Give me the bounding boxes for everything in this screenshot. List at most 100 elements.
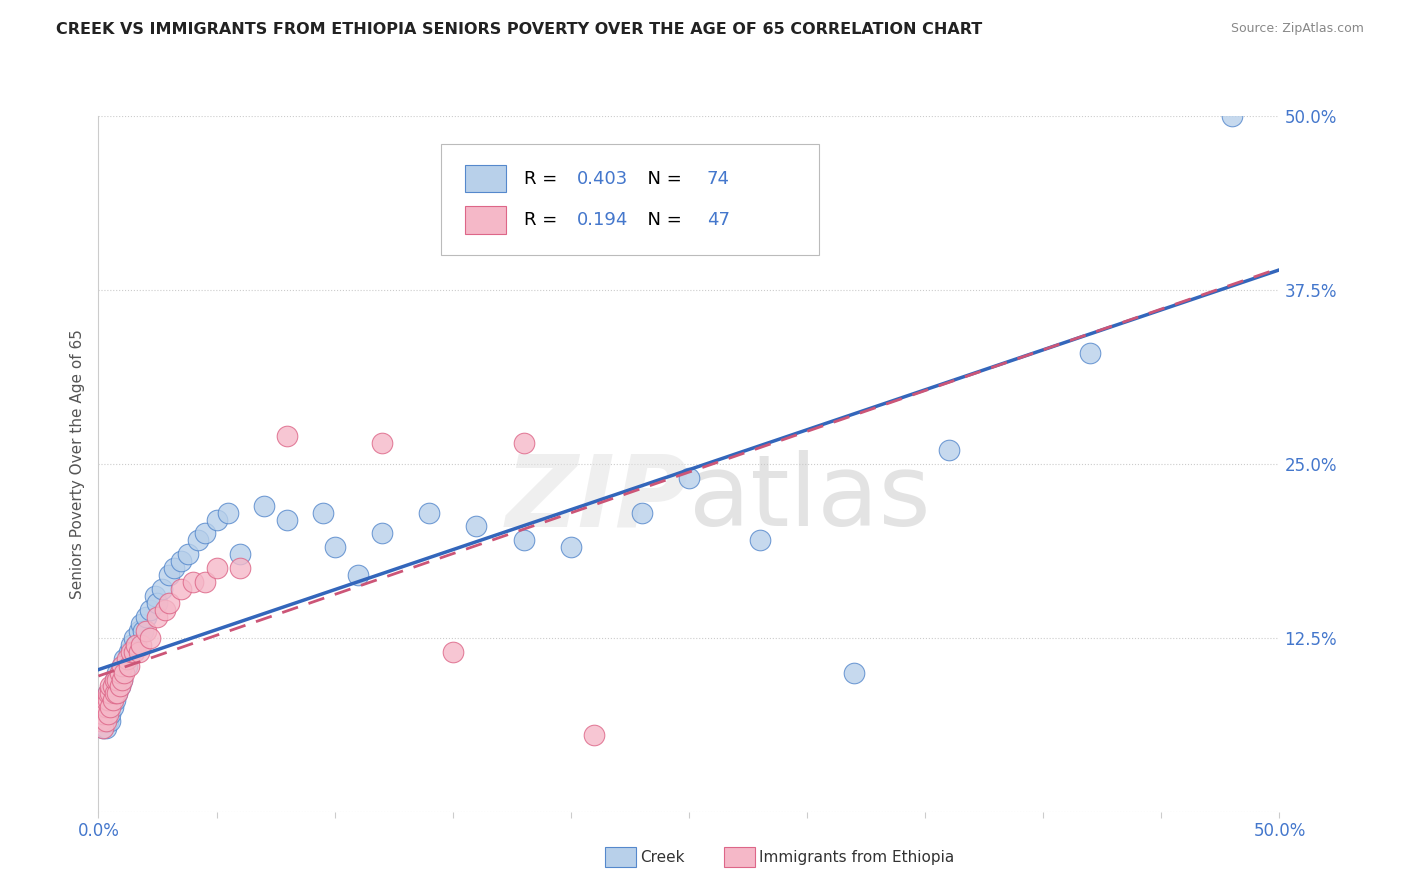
Point — [97, 686, 120, 700]
Text: 0.194: 0.194 — [576, 211, 628, 229]
Point — [229, 547, 252, 561]
Text: R =: R = — [523, 211, 562, 229]
Point — [111, 673, 134, 687]
Point — [181, 575, 204, 590]
Text: ZIP: ZIP — [506, 450, 689, 547]
Point — [97, 714, 120, 729]
Point — [94, 693, 117, 707]
Point — [112, 651, 135, 665]
Point — [1080, 345, 1102, 359]
Point — [135, 610, 157, 624]
Point — [91, 707, 114, 722]
Point — [101, 680, 124, 694]
Point — [512, 533, 534, 548]
Point — [129, 616, 152, 631]
Point — [101, 693, 124, 707]
Point — [115, 651, 138, 665]
Point — [94, 714, 117, 729]
Text: R =: R = — [523, 169, 562, 187]
Point — [121, 638, 143, 652]
Point — [104, 680, 127, 694]
Point — [139, 631, 162, 645]
Point — [98, 686, 121, 700]
Text: 47: 47 — [707, 211, 730, 229]
Point — [938, 442, 960, 457]
Point — [146, 610, 169, 624]
Point — [91, 700, 114, 714]
Point — [90, 714, 112, 729]
Point — [105, 686, 128, 700]
Point — [132, 624, 155, 638]
Text: Creek: Creek — [640, 850, 685, 864]
Point — [441, 645, 464, 659]
Point — [194, 526, 217, 541]
Point — [94, 707, 117, 722]
Point — [194, 575, 217, 590]
Point — [153, 603, 176, 617]
Text: Source: ZipAtlas.com: Source: ZipAtlas.com — [1230, 22, 1364, 36]
Point — [512, 436, 534, 450]
Point — [97, 707, 120, 722]
Point — [157, 568, 180, 582]
Point — [678, 471, 700, 485]
Point — [97, 707, 120, 722]
Point — [91, 700, 114, 714]
Point — [97, 700, 120, 714]
Point — [104, 693, 127, 707]
Point — [105, 673, 128, 687]
Point — [139, 603, 162, 617]
Point — [90, 707, 112, 722]
Point — [323, 541, 346, 555]
Point — [98, 700, 121, 714]
Point — [187, 533, 209, 548]
Point — [312, 506, 335, 520]
Text: atlas: atlas — [689, 450, 931, 547]
Point — [128, 645, 150, 659]
FancyBboxPatch shape — [441, 144, 818, 255]
Point — [98, 693, 121, 707]
Point — [105, 686, 128, 700]
Point — [101, 700, 124, 714]
Bar — [464, 165, 506, 193]
Point — [170, 582, 193, 596]
Point — [143, 589, 166, 603]
Point — [276, 429, 298, 443]
Point — [229, 561, 252, 575]
Point — [105, 673, 128, 687]
Text: N =: N = — [636, 169, 688, 187]
Point — [108, 665, 131, 680]
Point — [150, 582, 173, 596]
Point — [748, 533, 770, 548]
Point — [118, 645, 141, 659]
Point — [371, 436, 394, 450]
Point — [97, 693, 120, 707]
Point — [97, 693, 120, 707]
Point — [104, 673, 127, 687]
Point — [104, 673, 127, 687]
Point — [111, 673, 134, 687]
Point — [129, 638, 152, 652]
Point — [94, 714, 117, 729]
Point — [97, 686, 120, 700]
Point — [122, 645, 145, 659]
Text: 0.403: 0.403 — [576, 169, 628, 187]
Point — [371, 526, 394, 541]
Point — [217, 506, 239, 520]
Point — [101, 680, 124, 694]
Text: 74: 74 — [707, 169, 730, 187]
Point — [125, 638, 148, 652]
Y-axis label: Seniors Poverty Over the Age of 65: Seniors Poverty Over the Age of 65 — [69, 329, 84, 599]
Point — [104, 686, 127, 700]
Point — [91, 721, 114, 735]
Point — [108, 680, 131, 694]
Point — [91, 721, 114, 735]
Text: Immigrants from Ethiopia: Immigrants from Ethiopia — [759, 850, 955, 864]
Point — [90, 707, 112, 722]
Point — [98, 714, 121, 729]
Point — [844, 665, 866, 680]
Text: N =: N = — [636, 211, 688, 229]
Point — [157, 596, 180, 610]
Point — [94, 693, 117, 707]
Point — [91, 707, 114, 722]
Point — [163, 561, 186, 575]
